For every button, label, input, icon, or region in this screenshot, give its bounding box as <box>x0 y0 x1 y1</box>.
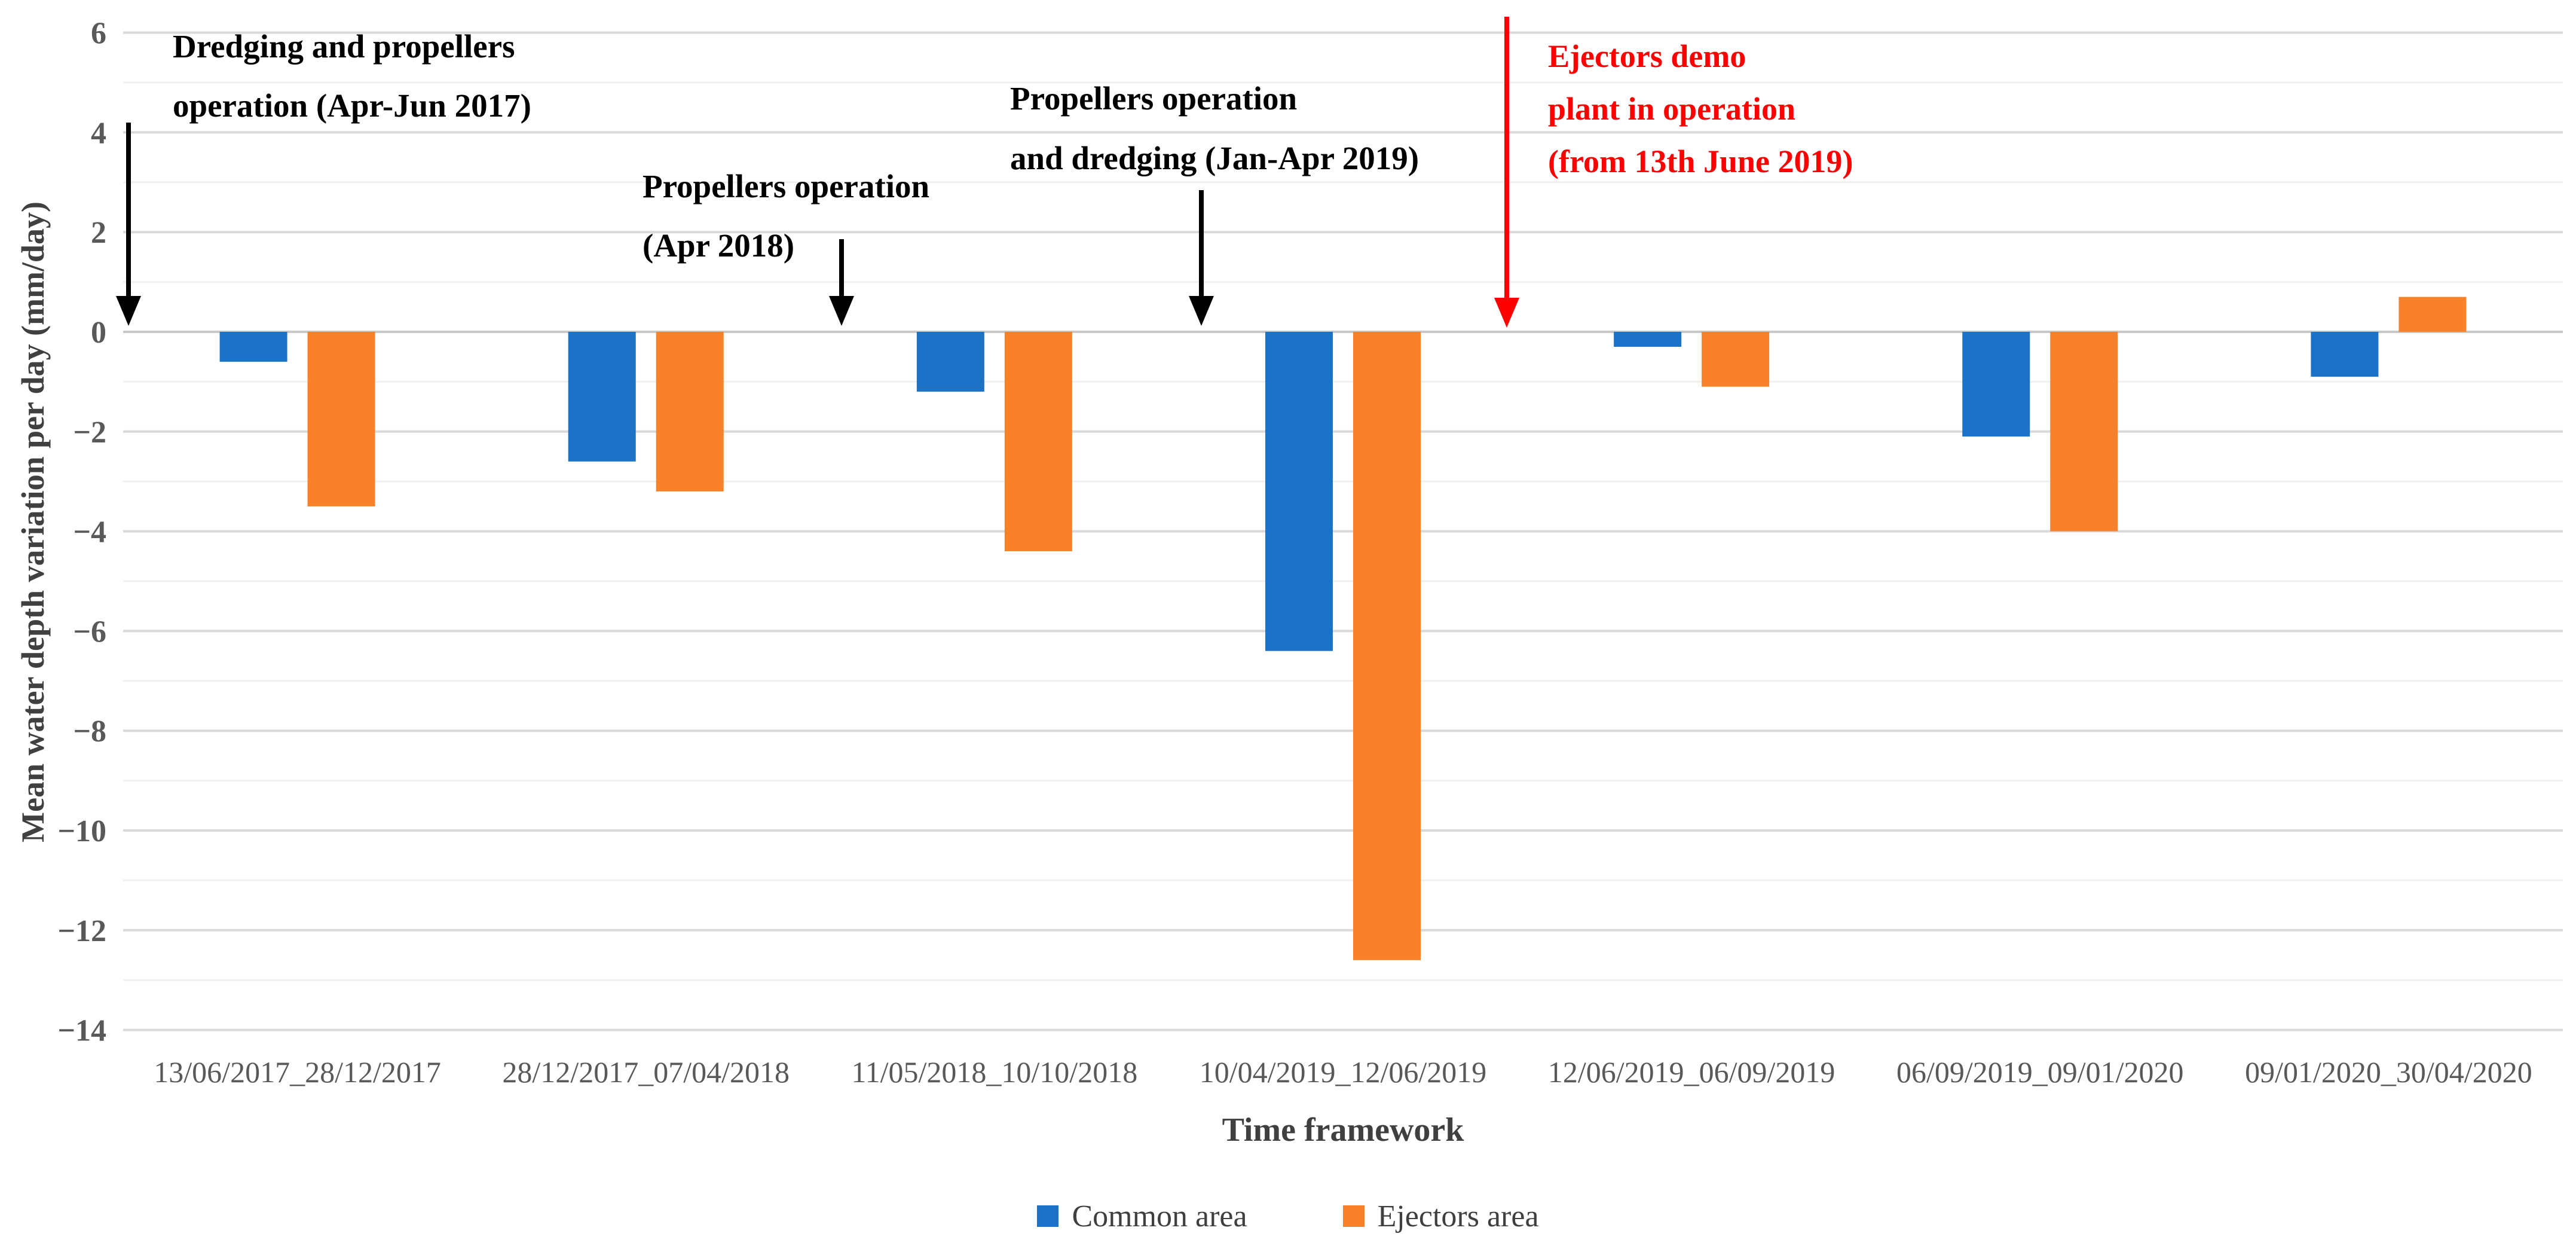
y-tick-label: −14 <box>57 1014 106 1048</box>
annotation-dredging-propellers-2017: Dredging and propellers operation (Apr-J… <box>173 17 531 135</box>
annotation-ejectors-demo-plant: Ejectors demo plant in operation (from 1… <box>1548 30 1853 188</box>
y-tick-label: 4 <box>91 116 106 150</box>
annotation-arrow-head <box>1494 298 1519 328</box>
chart-legend: Common area Ejectors area <box>0 1197 2576 1235</box>
legend-swatch-ejectors-area <box>1342 1205 1365 1227</box>
bar-ejectors-area <box>2398 297 2467 332</box>
annotation-line: Propellers operation <box>643 168 930 204</box>
legend-item-ejectors-area: Ejectors area <box>1342 1199 1539 1234</box>
x-category-label: 10/04/2019_12/06/2019 <box>1200 1055 1487 1089</box>
legend-label: Common area <box>1072 1199 1247 1233</box>
annotation-propellers-2018: Propellers operation (Apr 2018) <box>643 157 929 275</box>
y-tick-label: −2 <box>73 416 106 450</box>
annotation-propellers-dredging-2019: Propellers operation and dredging (Jan-A… <box>1010 69 1419 188</box>
annotation-line: Propellers operation <box>1010 80 1298 117</box>
y-tick-label: −4 <box>73 515 106 549</box>
bar-ejectors-area <box>1702 332 1770 387</box>
annotation-line: plant in operation <box>1548 91 1796 127</box>
y-tick-label: −8 <box>73 714 106 749</box>
bar-ejectors-area <box>656 332 724 491</box>
bar-ejectors-area <box>1353 332 1421 960</box>
bar-common-area <box>1265 332 1333 651</box>
y-tick-label: 6 <box>91 17 106 51</box>
annotation-line: Dredging and propellers <box>173 28 515 65</box>
x-category-label: 13/06/2017_28/12/2017 <box>154 1055 441 1089</box>
x-category-label: 09/01/2020_30/04/2020 <box>2245 1055 2532 1089</box>
x-axis-title: Time framework <box>1222 1111 1464 1149</box>
y-axis-title: Mean water depth variation per day (mm/d… <box>15 201 51 842</box>
annotation-line: Ejectors demo <box>1548 38 1746 74</box>
x-category-label: 12/06/2019_06/09/2019 <box>1548 1055 1835 1089</box>
legend-label: Ejectors area <box>1377 1199 1539 1233</box>
x-category-label: 11/05/2018_10/10/2018 <box>851 1055 1137 1089</box>
bar-ejectors-area <box>1004 332 1072 551</box>
annotation-arrow-head <box>1189 296 1214 326</box>
annotation-line: (Apr 2018) <box>643 227 795 264</box>
bar-common-area <box>568 332 636 462</box>
annotation-line: and dredging (Jan-Apr 2019) <box>1010 140 1419 176</box>
y-tick-label: −10 <box>57 814 106 848</box>
y-tick-label: −6 <box>73 615 106 649</box>
bar-common-area <box>1614 332 1682 347</box>
bar-common-area <box>2311 332 2379 377</box>
bar-common-area <box>219 332 287 362</box>
legend-item-common-area: Common area <box>1037 1199 1247 1234</box>
bar-ejectors-area <box>307 332 375 506</box>
annotation-line: operation (Apr-Jun 2017) <box>173 87 531 124</box>
y-tick-label: 0 <box>91 316 106 350</box>
bar-common-area <box>1962 332 2030 437</box>
x-category-label: 28/12/2017_07/04/2018 <box>502 1055 790 1089</box>
annotation-arrow-head <box>116 296 141 326</box>
annotation-line: (from 13th June 2019) <box>1548 143 1853 179</box>
x-category-label: 06/09/2019_09/01/2020 <box>1896 1055 2184 1089</box>
annotation-arrow-head <box>829 296 854 326</box>
legend-swatch-common-area <box>1037 1205 1059 1227</box>
y-tick-label: 2 <box>91 216 106 250</box>
y-tick-label: −12 <box>57 914 106 948</box>
bar-common-area <box>916 332 984 392</box>
bar-ejectors-area <box>2050 332 2118 532</box>
